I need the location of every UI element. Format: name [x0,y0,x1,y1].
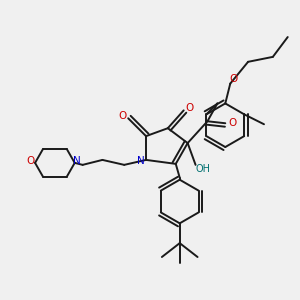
Text: N: N [73,156,81,166]
Text: O: O [229,74,237,84]
Text: O: O [228,118,236,128]
Text: O: O [185,103,194,113]
Text: O: O [118,111,126,121]
Text: N: N [137,156,145,166]
Text: OH: OH [196,164,211,174]
Text: O: O [26,156,34,166]
